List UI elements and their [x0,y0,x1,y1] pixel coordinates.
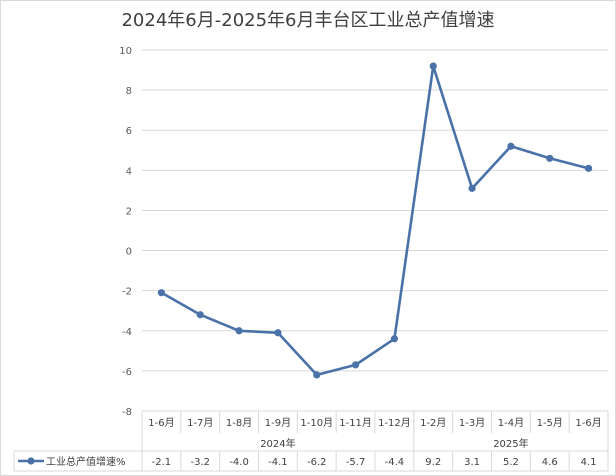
legend-label: 工业总产值增速% [46,455,126,468]
data-label: -5.7 [346,457,366,468]
data-label: -4.4 [385,457,405,468]
data-point [507,142,515,150]
data-label: -4.1 [268,457,288,468]
data-label: 3.1 [464,457,480,468]
x-tick-label: 1-4月 [498,417,524,429]
x-tick-label: 1-11月 [339,417,372,429]
x-tick-label: 1-8月 [226,417,252,429]
y-tick-label: 4 [126,166,132,177]
data-point [468,184,476,192]
data-point [313,371,321,379]
y-tick-label: 2 [126,206,132,217]
y-tick-label: -6 [122,367,132,378]
gridlines [142,49,608,412]
y-axis: -8 -6 -4 -2 0 2 4 6 8 10 [119,46,132,418]
x-tick-label: 1-9月 [265,417,291,429]
series-line [160,64,589,377]
x-tick-label: 1-5月 [537,417,563,429]
data-point [351,361,360,369]
y-tick-label: 10 [119,46,132,57]
data-label: 9.2 [425,457,441,468]
y-tick-label: -4 [122,327,132,338]
x-tick-label: 1-6月 [575,417,601,429]
x-tick-label: 1-3月 [459,417,485,429]
data-point [157,289,166,297]
data-table: 1-6月 1-7月 1-8月 1-9月 1-10月 1-11月 1-12月 1-2月 1-3月 1… [13,411,609,472]
x-tick-label: 1-2月 [420,417,446,429]
y-tick-label: 6 [126,126,132,137]
x-group-label: 2024年 [260,437,295,450]
data-label: -6.2 [307,457,327,468]
x-tick-label: 1-10月 [300,417,333,429]
data-point [584,164,593,172]
data-label: -2.1 [152,457,172,468]
data-point [196,311,204,319]
data-point [429,62,437,70]
y-tick-label: -2 [122,287,132,298]
x-tick-label: 1-12月 [378,417,411,429]
data-point [235,327,243,335]
y-tick-label: 0 [126,247,132,258]
series-line-layer [157,62,593,379]
x-group-label: 2025年 [493,437,528,450]
chart-title: 2024年6月-2025年6月丰台区工业总产值增速 [121,10,495,31]
y-tick-label: 8 [126,86,132,97]
data-point [274,329,282,337]
data-label: 4.6 [542,457,558,468]
x-tick-label: 1-6月 [148,417,174,429]
data-point [390,335,399,343]
y-tick-label: -8 [122,407,132,418]
data-label: -4.0 [229,457,249,468]
data-label: 4.1 [581,457,597,468]
data-point [546,154,554,162]
data-label: 5.2 [503,457,519,468]
data-label: -3.2 [190,457,210,468]
legend-marker [27,457,35,465]
x-tick-label: 1-7月 [187,417,213,429]
